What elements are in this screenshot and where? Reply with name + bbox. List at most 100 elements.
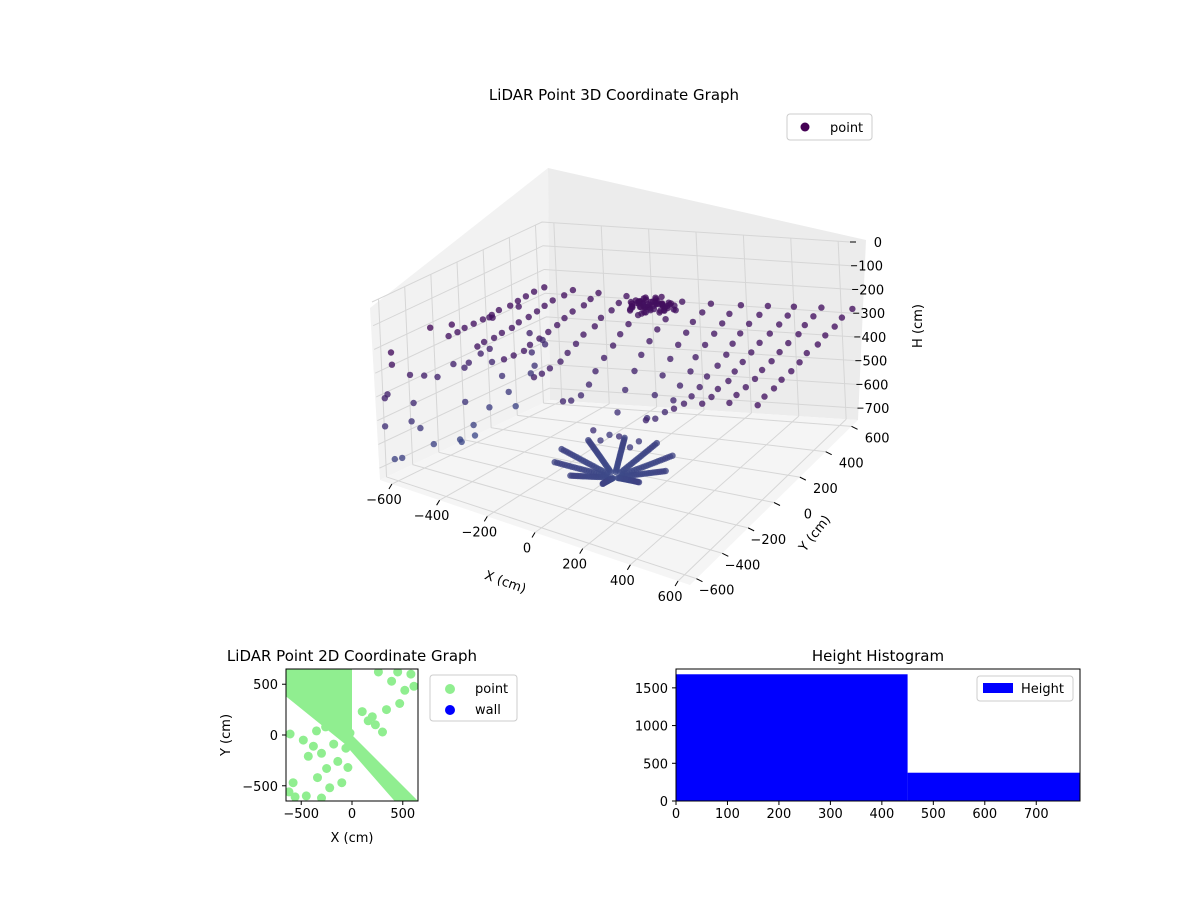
- chart-3d-point: [670, 405, 678, 412]
- chart-3d-point: [644, 300, 651, 308]
- chart-3d-point: [795, 331, 802, 338]
- chart-2d-point: [286, 669, 296, 677]
- chart-3d-point: [391, 455, 398, 463]
- chart-3d-xtick-label: 0: [523, 542, 531, 557]
- chart-3d-point: [696, 383, 703, 391]
- chart-3d-gridline-y: [517, 414, 826, 453]
- chart-3d-point: [699, 309, 706, 316]
- chart-3d-point: [505, 388, 512, 396]
- chart-3d-point: [462, 398, 469, 406]
- chart-3d-point: [527, 370, 534, 377]
- chart-3d-point: [662, 316, 669, 323]
- chart-3d-point: [776, 348, 783, 356]
- chart-3d-point: [729, 340, 736, 347]
- chart-3d-point: [554, 321, 561, 329]
- chart-3d-point: [474, 343, 481, 350]
- chart-2d-point: [387, 676, 397, 686]
- chart-3d-point: [642, 417, 650, 424]
- chart-3d-ztick-label: 500: [863, 355, 888, 370]
- chart-2d-point: [395, 699, 405, 708]
- chart-3d-point: [623, 292, 630, 300]
- chart-3d-point: [507, 302, 514, 309]
- chart-3d-point: [670, 397, 677, 404]
- chart-histogram-title: Height Histogram: [812, 647, 944, 665]
- chart-3d-point: [711, 330, 718, 337]
- chart-3d-point: [680, 400, 688, 407]
- chart-3d-point: [580, 302, 588, 309]
- chart-3d-ztick-label: 700: [865, 402, 890, 417]
- chart-3d-point: [631, 367, 638, 375]
- chart-3d-point: [450, 360, 457, 368]
- chart-histogram-ticks: 0 100 200 300 400 500 600 700 0 500 1000 1500: [635, 682, 1049, 822]
- chart-3d-point: [569, 308, 576, 315]
- chart-3d-point: [638, 351, 645, 358]
- chart-3d-point: [778, 376, 785, 383]
- chart-3d-point: [725, 377, 732, 385]
- chart-3d-point: [568, 397, 575, 404]
- chart-3d-point: [489, 314, 496, 321]
- chart-2d-title: LiDAR Point 2D Coordinate Graph: [227, 647, 477, 665]
- chart-2d-ytick-label: 0: [270, 729, 278, 744]
- chart-3d-point: [477, 350, 484, 357]
- chart-3d-point: [470, 320, 477, 327]
- chart-2d-point: [400, 685, 410, 695]
- chart-2d-point: [298, 735, 308, 745]
- chart-3d-point: [528, 349, 535, 356]
- chart-2d-ytick-label: −500: [242, 780, 278, 795]
- chart-3d-point: [569, 286, 577, 294]
- chart-3d-point: [662, 467, 669, 475]
- chart-3d-point: [461, 324, 468, 332]
- chart-histogram: Height Histogram 0 100 200 300 400 500 600 7000…: [635, 647, 1081, 822]
- chart-3d-point: [564, 349, 571, 357]
- chart-histogram-ytick-label: 1500: [635, 682, 668, 697]
- chart-3d-point: [761, 393, 768, 400]
- chart-2d-legend-marker-point: [445, 684, 455, 694]
- chart-3d-point: [675, 341, 682, 348]
- chart-3d-point: [739, 358, 746, 366]
- chart-3d-point: [784, 312, 791, 319]
- chart-3d-point: [558, 445, 565, 453]
- chart-3d-point: [388, 361, 396, 368]
- chart-3d-point: [387, 349, 395, 356]
- chart-3d-points: [381, 284, 856, 487]
- chart-2d-point: [329, 739, 339, 749]
- chart-2d-point: [333, 756, 343, 766]
- chart-histogram-xtick-label: 0: [672, 807, 680, 822]
- chart-3d-xtick: [579, 548, 584, 554]
- chart-3d-point: [498, 329, 506, 337]
- chart-3d-point: [561, 292, 568, 299]
- chart-3d-point: [539, 336, 546, 344]
- chart-3d-point: [512, 403, 519, 410]
- chart-3d-point: [745, 320, 753, 327]
- chart-3d-point: [480, 338, 488, 346]
- chart-3d-point: [585, 381, 593, 388]
- chart-3d-point: [625, 320, 632, 328]
- chart-3d-point: [814, 341, 821, 348]
- chart-histogram-ytick-label: 1000: [635, 720, 668, 735]
- chart-3d-ytick-label: 0: [804, 508, 812, 523]
- chart-3d-ytick-label: −400: [725, 558, 761, 573]
- chart-3d-ztick-label: 300: [860, 307, 885, 322]
- chart-3d-point: [646, 338, 653, 345]
- chart-3d-ztick-label: 600: [864, 378, 889, 393]
- chart-3d-gridline-z: [376, 316, 855, 398]
- chart-3d-point: [822, 332, 829, 339]
- chart-3d-point: [654, 326, 661, 333]
- chart-3d-ytick-label: 200: [813, 482, 838, 497]
- chart-2d-xtick-label: −500: [283, 807, 319, 822]
- chart-3d-ytick: [799, 476, 807, 481]
- chart-3d-point: [454, 329, 461, 336]
- chart-2d-point: [367, 712, 377, 722]
- chart-3d-point: [599, 480, 606, 487]
- chart-3d-point: [689, 318, 697, 326]
- chart-histogram-xtick-label: 300: [818, 807, 843, 822]
- chart-2d-point: [343, 763, 353, 772]
- chart-3d-point: [551, 459, 558, 466]
- chart-3d-ytick: [851, 425, 858, 430]
- chart-2d-point: [317, 793, 326, 801]
- chart-3d-back-pane: [548, 168, 866, 420]
- chart-3d-xtick-label: 200: [562, 558, 587, 573]
- chart-3d-point: [758, 366, 766, 374]
- chart-3d-ytick: [696, 578, 703, 583]
